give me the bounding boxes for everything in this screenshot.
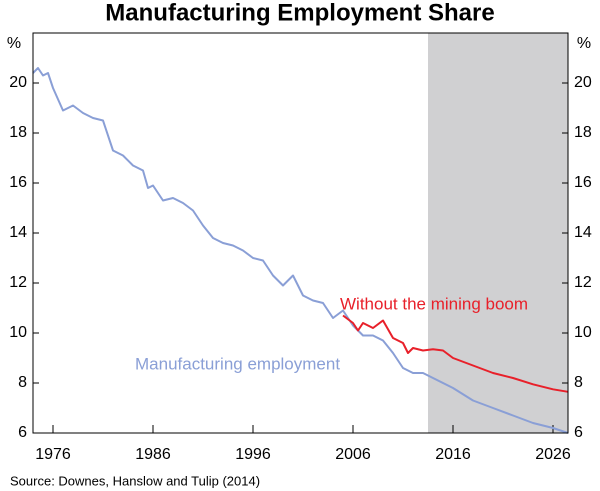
y-tick-label: 6 xyxy=(574,424,583,441)
series-label: Manufacturing employment xyxy=(135,354,340,373)
y-tick-label: 8 xyxy=(574,374,583,391)
y-tick-label: 8 xyxy=(18,374,27,391)
y-tick-label: 16 xyxy=(9,174,27,191)
y-tick-label: 20 xyxy=(9,74,27,91)
forecast-shade xyxy=(428,33,568,433)
y-tick-label: 18 xyxy=(9,124,27,141)
x-tick-label: 2026 xyxy=(535,446,571,463)
chart-title: Manufacturing Employment Share xyxy=(105,0,494,26)
y-tick-label: 12 xyxy=(574,274,592,291)
y-tick-label: 10 xyxy=(574,324,592,341)
y-tick-label: 6 xyxy=(18,424,27,441)
source-note: Source: Downes, Hanslow and Tulip (2014) xyxy=(10,473,260,488)
series-label: Without the mining boom xyxy=(340,294,528,313)
y-tick-label: 16 xyxy=(574,174,592,191)
x-tick-label: 1976 xyxy=(35,446,71,463)
y-tick-label: 20 xyxy=(574,74,592,91)
series-line xyxy=(342,314,569,393)
plot-frame xyxy=(32,32,569,434)
y-tick-label: 14 xyxy=(574,224,592,241)
x-tick-label: 1996 xyxy=(235,446,271,463)
series-line xyxy=(32,67,569,434)
y-unit: % xyxy=(577,35,591,52)
y-tick-label: 12 xyxy=(9,274,27,291)
y-tick-label: 10 xyxy=(9,324,27,341)
x-tick-label: 2006 xyxy=(335,446,371,463)
x-tick-label: 1986 xyxy=(135,446,171,463)
x-tick-label: 2016 xyxy=(435,446,471,463)
y-tick-label: 14 xyxy=(9,224,27,241)
y-tick-label: 18 xyxy=(574,124,592,141)
y-unit: % xyxy=(7,35,21,52)
